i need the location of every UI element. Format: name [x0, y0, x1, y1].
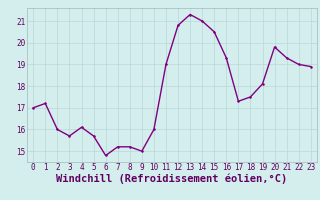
- X-axis label: Windchill (Refroidissement éolien,°C): Windchill (Refroidissement éolien,°C): [56, 174, 288, 184]
